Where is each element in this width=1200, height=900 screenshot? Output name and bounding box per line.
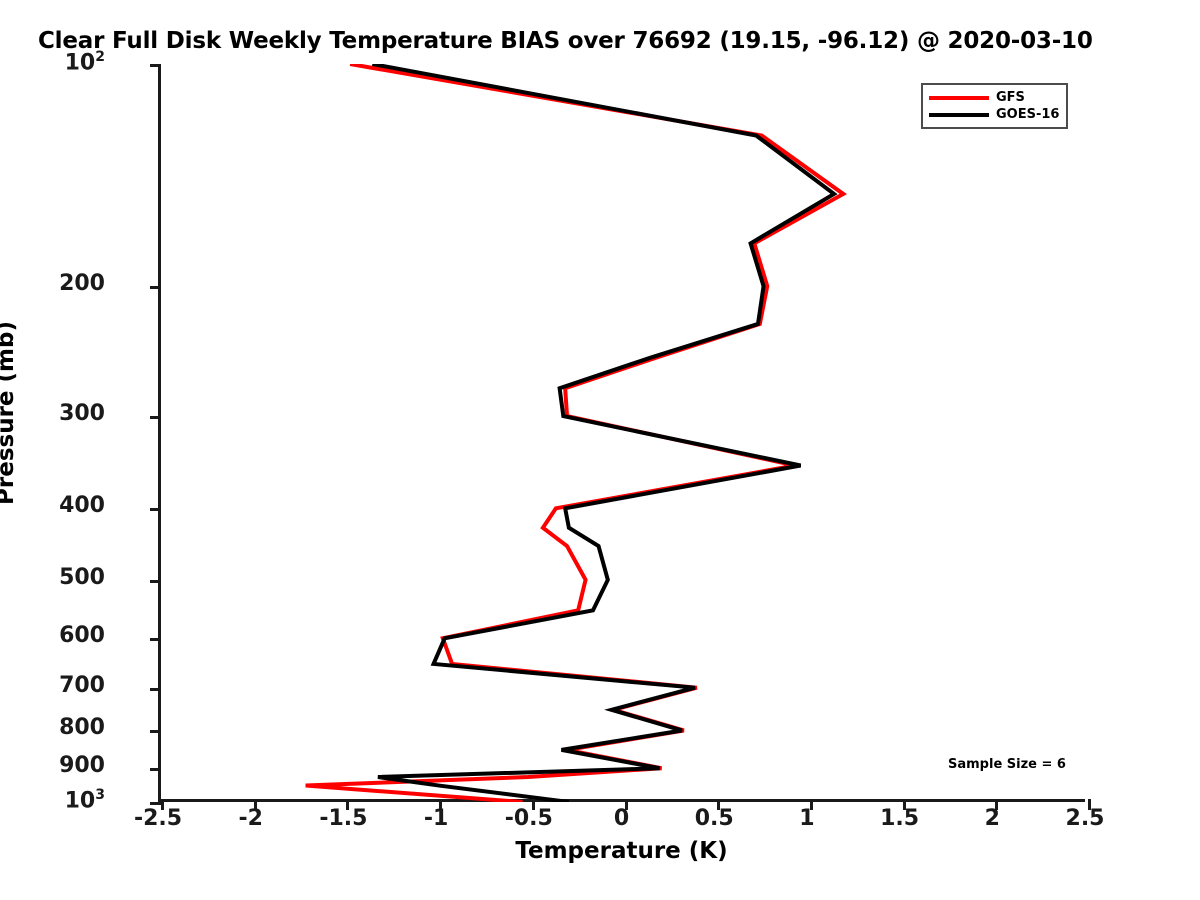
series-layer (305, 64, 848, 802)
legend-item-gfs[interactable]: GFS (929, 89, 1059, 106)
y-tick-label-800: 800 (59, 715, 105, 741)
x-tick-label-2_5: 2.5 (1065, 806, 1105, 831)
legend-label: GFS (996, 90, 1025, 105)
x-axis-title: Temperature (K) (515, 838, 728, 864)
x-tick-0 (624, 799, 628, 810)
x-tick-0_5 (717, 799, 721, 810)
series-line-gfs (305, 64, 848, 802)
y-tick-label-900: 900 (59, 753, 105, 779)
legend[interactable]: GFS GOES-16 (921, 83, 1069, 129)
x-tick--2 (253, 799, 257, 810)
y-tick-1000 (150, 802, 161, 805)
legend-item-goes-16[interactable]: GOES-16 (929, 106, 1059, 123)
x-tick-2 (995, 799, 999, 810)
sample-size-annotation: Sample Size = 6 (948, 757, 1066, 772)
x-tick-label-1_5: 1.5 (880, 806, 920, 831)
y-tick-label-300: 300 (59, 401, 105, 427)
series-line-goes-16 (371, 64, 838, 802)
x-tick--1_5 (346, 799, 350, 810)
y-tick-100 (150, 64, 161, 67)
y-tick-label-700: 700 (59, 672, 105, 698)
x-tick-label--1_5: -1.5 (319, 806, 368, 831)
x-tick--2_5 (161, 799, 164, 810)
page-title: Clear Full Disk Weekly Temperature BIAS … (38, 28, 1093, 54)
y-tick-400 (150, 508, 161, 512)
legend-swatch-icon (929, 112, 989, 117)
y-tick-500 (150, 579, 161, 583)
legend-label: GOES-16 (996, 107, 1060, 122)
x-tick-2_5 (1088, 799, 1091, 810)
y-tick-600 (150, 638, 161, 642)
x-tick-1 (809, 799, 813, 810)
y-tick-300 (150, 416, 161, 420)
legend-swatch-icon (929, 95, 989, 100)
y-tick-label-400: 400 (59, 493, 105, 519)
y-tick-label-500: 500 (59, 564, 105, 590)
x-tick-label--2: -2 (238, 806, 263, 831)
y-tick-200 (150, 286, 161, 290)
x-tick-label-0_5: 0.5 (694, 806, 734, 831)
x-tick-label--2_5: -2.5 (133, 806, 183, 831)
x-tick-label-0: 0 (613, 806, 630, 831)
y-tick-700 (150, 687, 161, 691)
y-tick-800 (150, 730, 161, 734)
y-tick-label-1000: 103 (64, 787, 105, 814)
plot-area (150, 64, 1091, 810)
y-tick-label-200: 200 (59, 271, 105, 297)
x-tick--1 (439, 799, 443, 810)
x-tick-label-1: 1 (799, 806, 815, 831)
y-tick-900 (150, 768, 161, 772)
x-tick--0_5 (531, 799, 535, 810)
y-tick-label-600: 600 (59, 623, 105, 649)
x-tick-label--1: -1 (423, 806, 449, 831)
x-tick-label--0_5: -0.5 (504, 806, 553, 831)
y-tick-label-100: 102 (64, 49, 105, 76)
x-tick-label-2: 2 (984, 806, 1000, 831)
plot-svg (305, 64, 848, 802)
x-tick-1_5 (902, 799, 906, 810)
y-axis-title: Pressure (mb) (0, 321, 19, 505)
